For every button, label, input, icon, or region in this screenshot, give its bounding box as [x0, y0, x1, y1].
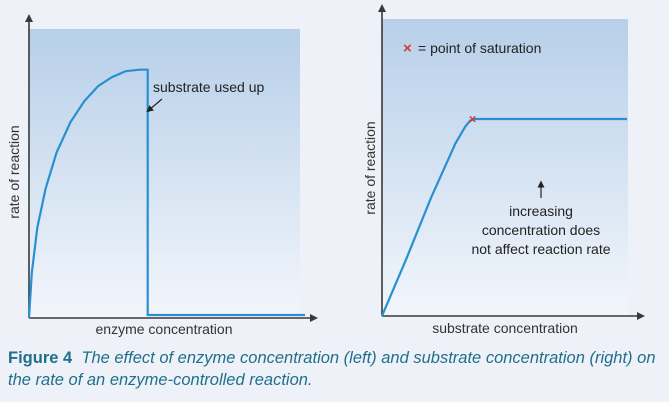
caption-text: The effect of enzyme concentration (left… [8, 349, 656, 389]
substrate-concentration-chart: × × = point of saturation increasing con… [362, 4, 645, 336]
enzyme-concentration-chart: substrate used up enzyme concentration r… [6, 14, 318, 337]
y-axis-label: rate of reaction [362, 121, 378, 214]
plot-background [382, 19, 628, 315]
x-axis-label: enzyme concentration [96, 321, 233, 337]
annotation-substrate-used-up: substrate used up [153, 79, 265, 95]
annotation-line-2: concentration does [482, 222, 600, 238]
legend-text: = point of saturation [418, 40, 541, 56]
series-line [380, 117, 627, 317]
annotation-arrow [146, 98, 163, 113]
saturation-marker: × [469, 112, 477, 127]
annotation-line-3: not affect reaction rate [471, 241, 610, 257]
y-axis-label: rate of reaction [6, 125, 22, 218]
annotation-line-1: increasing [509, 203, 573, 219]
series-line [27, 68, 305, 319]
x-axis-label: substrate concentration [432, 320, 578, 336]
plot-background [29, 29, 300, 317]
legend-marker: × [403, 40, 412, 57]
figure-caption: Figure 4 The effect of enzyme concentrat… [8, 347, 663, 391]
caption-label: Figure 4 [8, 349, 73, 367]
